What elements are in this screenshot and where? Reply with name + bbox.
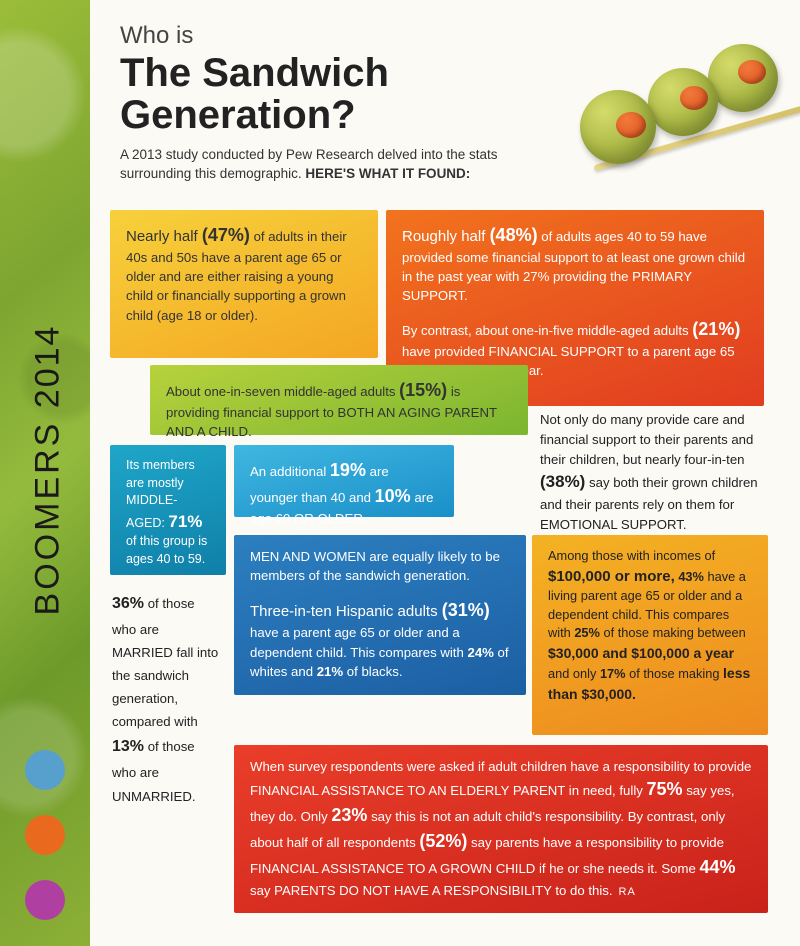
card-gold: Among those with incomes of $100,000 or … (532, 535, 768, 735)
subtitle-bold: HERE'S WHAT IT FOUND: (305, 166, 470, 181)
card-body: By contrast, about one-in-five middle-ag… (402, 323, 692, 338)
page-title: The Sandwich Generation? (120, 52, 540, 136)
card-body: have a parent age 65 or older and a depe… (250, 625, 467, 659)
dot-blue-icon (25, 750, 65, 790)
card-range: $30,000 and $100,000 a year (548, 645, 734, 661)
card-pct: 25% (574, 625, 600, 640)
card-pct: 75% (647, 779, 683, 799)
para-text: Not only do many provide care and financ… (540, 412, 753, 467)
card-body: of those making between (600, 625, 746, 640)
sidebar-year: 2014 (29, 325, 67, 409)
card-pct: (21%) (692, 319, 740, 339)
dot-orange-icon (25, 815, 65, 855)
card-green: About one-in-seven middle-aged adults (1… (150, 365, 528, 435)
card-body: and only (548, 666, 600, 681)
card-pct: (52%) (419, 831, 467, 851)
olive-icon (580, 90, 656, 164)
olives-illustration (570, 30, 800, 180)
sidebar: BOOMERS 2014 (0, 0, 90, 946)
card-pct: 24% (467, 645, 493, 660)
card-pct: 10% (375, 486, 411, 506)
card-pct: (48%) (490, 225, 538, 245)
card-body: MEN AND WOMEN are equally likely to be m… (250, 547, 510, 585)
card-pct: 17% (600, 666, 626, 681)
card-lead: Nearly half (126, 228, 202, 245)
card-pct: (31%) (442, 600, 490, 620)
para-emotional-support: Not only do many provide care and financ… (540, 410, 766, 534)
card-lead: Roughly half (402, 228, 490, 245)
card-red: When survey respondents were asked if ad… (234, 745, 768, 913)
sidebar-title: BOOMERS 2014 (29, 325, 68, 616)
para-pct: 13% (112, 738, 144, 755)
olive-icon (708, 44, 778, 112)
pimento-icon (738, 60, 766, 84)
dot-purple-icon (25, 880, 65, 920)
card-pct: 44% (700, 857, 736, 877)
card-body: of this group is ages 40 to 59. (126, 534, 207, 566)
card-body: say PARENTS DO NOT HAVE A RESPONSIBILITY… (250, 883, 613, 898)
card-blue: MEN AND WOMEN are equally likely to be m… (234, 535, 526, 695)
card-pct: 43% (678, 569, 704, 584)
card-income: $100,000 or more, (548, 568, 675, 585)
card-lead: Three-in-ten Hispanic adults (250, 603, 442, 620)
card-pct: 71% (168, 512, 202, 531)
card-pct: (15%) (399, 380, 447, 400)
card-pct: 23% (331, 805, 367, 825)
card-yellow: Nearly half (47%) of adults in their 40s… (110, 210, 378, 358)
pimento-icon (616, 112, 646, 138)
author-initials: RA (619, 886, 636, 898)
card-pct: 19% (330, 460, 366, 480)
pimento-icon (680, 86, 708, 110)
para-pct: (38%) (540, 472, 585, 491)
card-pct: 21% (317, 664, 343, 679)
card-sky: An additional 19% are younger than 40 an… (234, 445, 454, 517)
card-body: About one-in-seven middle-aged adults (166, 384, 399, 399)
para-married: 36% of those who are MARRIED fall into t… (112, 590, 222, 808)
para-text: of those who are MARRIED fall into the s… (112, 596, 218, 729)
card-body: An additional (250, 464, 330, 479)
card-teal: Its members are mostly MIDDLE-AGED: 71% … (110, 445, 226, 575)
olive-icon (648, 68, 718, 136)
card-body: Among those with incomes of (548, 548, 715, 563)
card-body: of those making (626, 666, 723, 681)
card-body: of blacks. (343, 664, 402, 679)
card-pct: (47%) (202, 225, 250, 245)
sidebar-label: BOOMERS (29, 421, 67, 616)
para-pct: 36% (112, 595, 144, 612)
subtitle: A 2013 study conducted by Pew Research d… (120, 146, 560, 184)
